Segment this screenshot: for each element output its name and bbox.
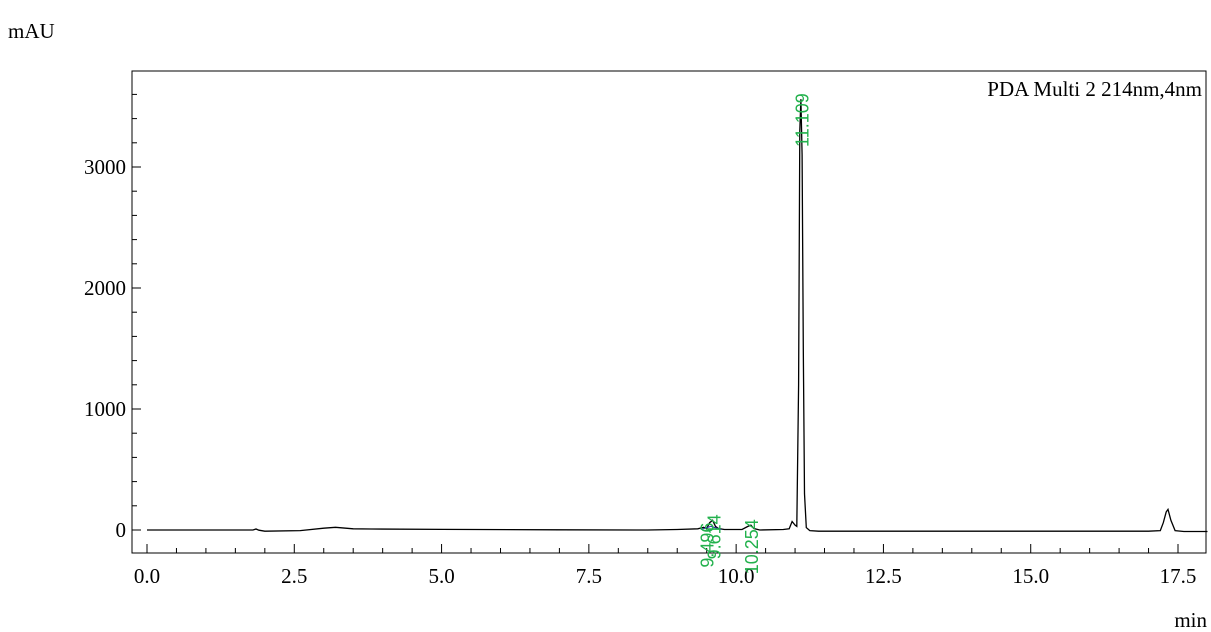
y-axis: 0 1000 2000 3000 xyxy=(84,93,141,542)
peak-rt-label: 9.614 xyxy=(704,514,724,559)
chromatogram-trace xyxy=(147,99,1208,533)
x-tick-label: 2.5 xyxy=(281,564,307,588)
x-tick-label: 0.0 xyxy=(134,564,160,588)
y-tick-label: 1000 xyxy=(84,397,126,421)
legend-label: PDA Multi 2 214nm,4nm xyxy=(987,77,1202,101)
x-tick-label: 17.5 xyxy=(1160,564,1197,588)
y-axis-unit: mAU xyxy=(8,19,55,43)
integration-baseline xyxy=(710,525,722,530)
y-tick-label: 2000 xyxy=(84,276,126,300)
plot-frame xyxy=(131,70,1207,554)
peak-rt-label: 10.254 xyxy=(742,519,762,574)
peak-rt-label: 11.109 xyxy=(792,93,812,147)
trace-layer xyxy=(147,99,1208,533)
x-tick-label: 10.0 xyxy=(718,564,755,588)
x-tick-label: 5.0 xyxy=(428,564,454,588)
peak-rt-label: 9.496 xyxy=(697,523,717,568)
integration-baseline xyxy=(700,525,711,530)
x-axis: 0.0 2.5 5.0 7.5 10.0 12.5 15.0 17.5 xyxy=(134,544,1197,588)
x-tick-label: 15.0 xyxy=(1012,564,1049,588)
x-tick-label: 12.5 xyxy=(865,564,902,588)
y-tick-label: 0 xyxy=(116,518,127,542)
x-tick-label: 7.5 xyxy=(576,564,602,588)
x-axis-unit: min xyxy=(1174,608,1207,632)
y-tick-label: 3000 xyxy=(84,155,126,179)
